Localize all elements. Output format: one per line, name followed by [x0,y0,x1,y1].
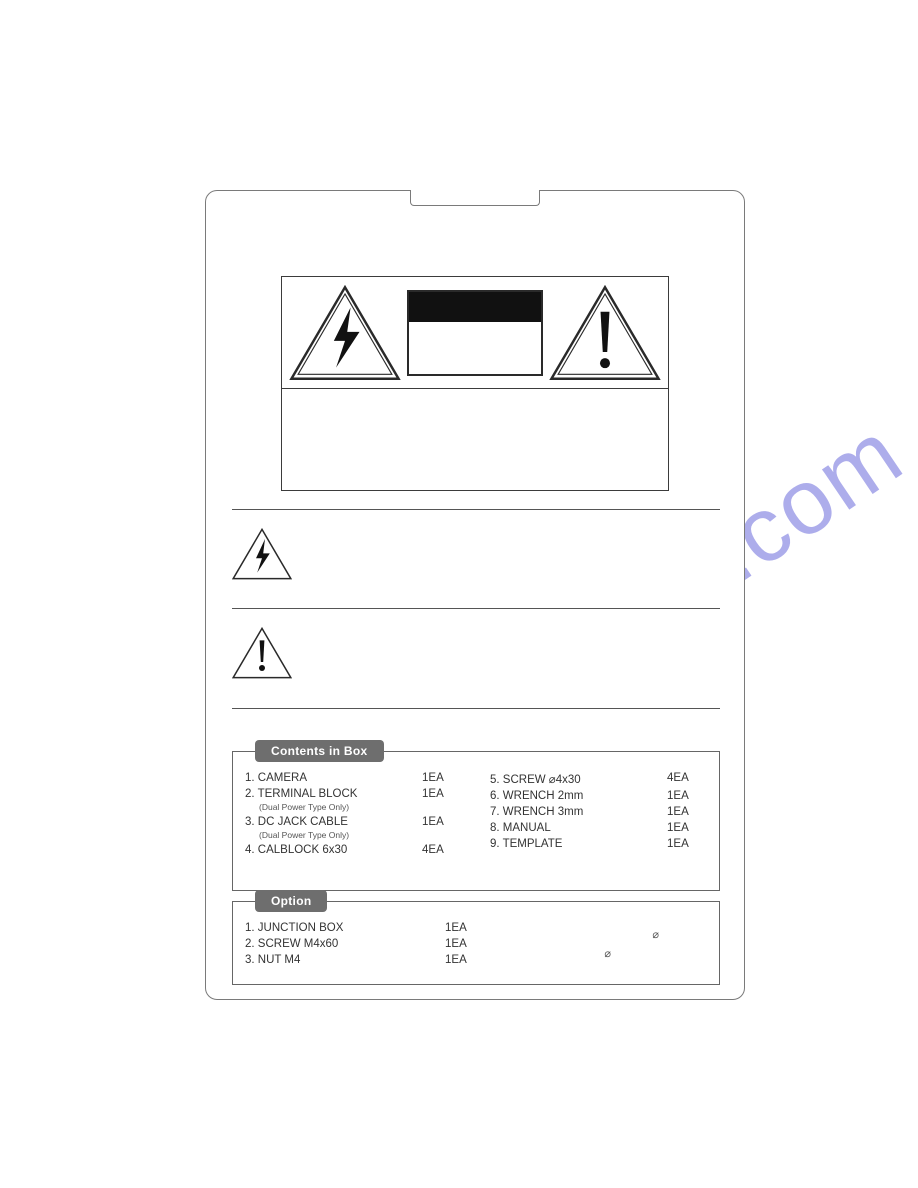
item-label: 3. DC JACK CABLE [245,816,422,828]
item-sublabel: (Dual Power Type Only) [259,802,462,812]
list-item: 4. CALBLOCK 6x304EA [245,844,462,856]
option-section-title: Option [255,890,327,912]
item-label: 2. SCREW M4x60 [245,938,445,950]
item-qty: 1EA [667,822,707,834]
list-item: 5. SCREW ⌀4x304EA [490,772,707,786]
contents-grid: 1. CAMERA1EA2. TERMINAL BLOCK1EA(Dual Po… [245,772,707,882]
item-qty: 1EA [445,922,485,934]
caution-label-box [407,290,543,376]
list-item: 3. NUT M41EA [245,954,485,966]
option-extra-top: ⌀ [652,926,659,945]
option-extra-symbols: ⌀ ⌀ [604,926,659,963]
shock-triangle-icon [289,285,401,381]
list-item: 1. JUNCTION BOX1EA [245,922,485,934]
list-item: 8. MANUAL1EA [490,822,707,834]
item-qty: 1EA [667,790,707,802]
item-label: 4. CALBLOCK 6x30 [245,844,422,856]
list-item: 2. SCREW M4x601EA [245,938,485,950]
item-qty: 1EA [422,816,462,828]
caution-header-row [282,277,668,389]
item-qty: 1EA [445,938,485,950]
small-shock-triangle-icon [232,528,292,580]
list-item: 1. CAMERA1EA [245,772,462,784]
list-item: 6. WRENCH 2mm1EA [490,790,707,802]
warning-triangle-icon [549,285,661,381]
item-qty: 1EA [667,806,707,818]
explanation-warning-row [232,609,720,709]
list-item: 7. WRENCH 3mm1EA [490,806,707,818]
option-section: Option 1. JUNCTION BOX1EA2. SCREW M4x601… [232,901,720,985]
caution-label-body [409,322,541,374]
item-sublabel: (Dual Power Type Only) [259,830,462,840]
option-list: 1. JUNCTION BOX1EA2. SCREW M4x601EA3. NU… [245,922,485,966]
item-label: 9. TEMPLATE [490,838,667,850]
item-qty: 1EA [445,954,485,966]
item-label: 2. TERMINAL BLOCK [245,788,422,800]
item-qty: 1EA [422,772,462,784]
caution-label-blackbar [409,292,541,322]
small-warning-triangle-icon [232,627,292,679]
caution-panel [281,276,669,491]
list-item: 9. TEMPLATE1EA [490,838,707,850]
contents-section-title: Contents in Box [255,740,384,762]
item-qty: 4EA [422,844,462,856]
item-qty: 4EA [667,772,707,784]
item-label: 1. JUNCTION BOX [245,922,445,934]
item-label: 8. MANUAL [490,822,667,834]
option-extra-bot: ⌀ [604,945,659,964]
manual-page: Contents in Box 1. CAMERA1EA2. TERMINAL … [205,190,745,1000]
item-qty: 1EA [422,788,462,800]
item-label: 6. WRENCH 2mm [490,790,667,802]
explanation-shock-row [232,509,720,609]
contents-section: Contents in Box 1. CAMERA1EA2. TERMINAL … [232,751,720,891]
list-item: 2. TERMINAL BLOCK1EA [245,788,462,800]
page-tab-notch [410,190,540,206]
item-label: 5. SCREW ⌀4x30 [490,772,667,786]
item-qty: 1EA [667,838,707,850]
item-label: 1. CAMERA [245,772,422,784]
item-label: 3. NUT M4 [245,954,445,966]
list-item: 3. DC JACK CABLE1EA [245,816,462,828]
item-label: 7. WRENCH 3mm [490,806,667,818]
